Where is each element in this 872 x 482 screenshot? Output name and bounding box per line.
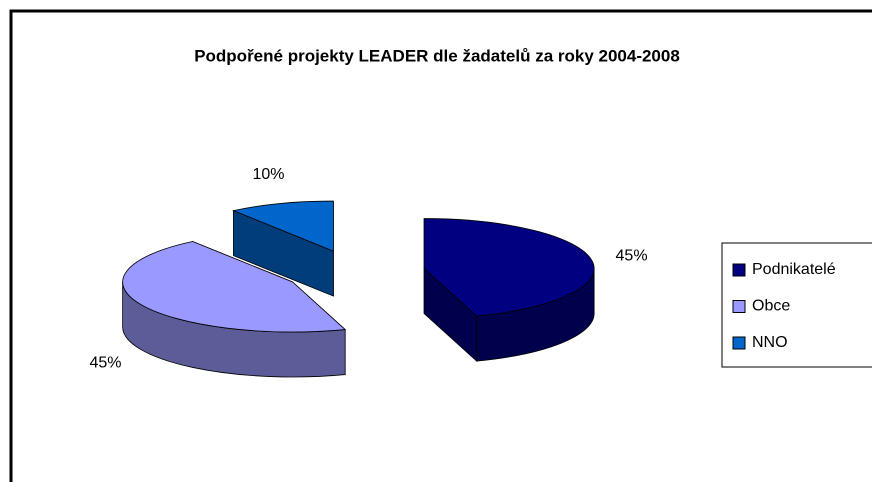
- legend-swatch: [732, 263, 746, 277]
- pie-slice: [423, 218, 595, 363]
- data-label: 45%: [90, 355, 122, 372]
- legend-label: Podnikatelé: [752, 261, 836, 278]
- legend-swatch: [732, 300, 746, 313]
- legend-label: Obce: [752, 298, 790, 315]
- legend-box: [721, 242, 872, 368]
- pie-slice: [232, 200, 334, 297]
- slice-top: [232, 200, 334, 252]
- slice-top: [423, 218, 595, 317]
- legend-label: NNO: [752, 334, 788, 351]
- legend-swatch: [732, 336, 746, 350]
- pie-slice: [122, 240, 347, 378]
- data-label: 10%: [252, 166, 284, 183]
- data-label: 45%: [616, 247, 648, 264]
- chart-title: Podpořené projekty LEADER dle žadatelů z…: [194, 46, 680, 65]
- slice-top: [122, 241, 347, 333]
